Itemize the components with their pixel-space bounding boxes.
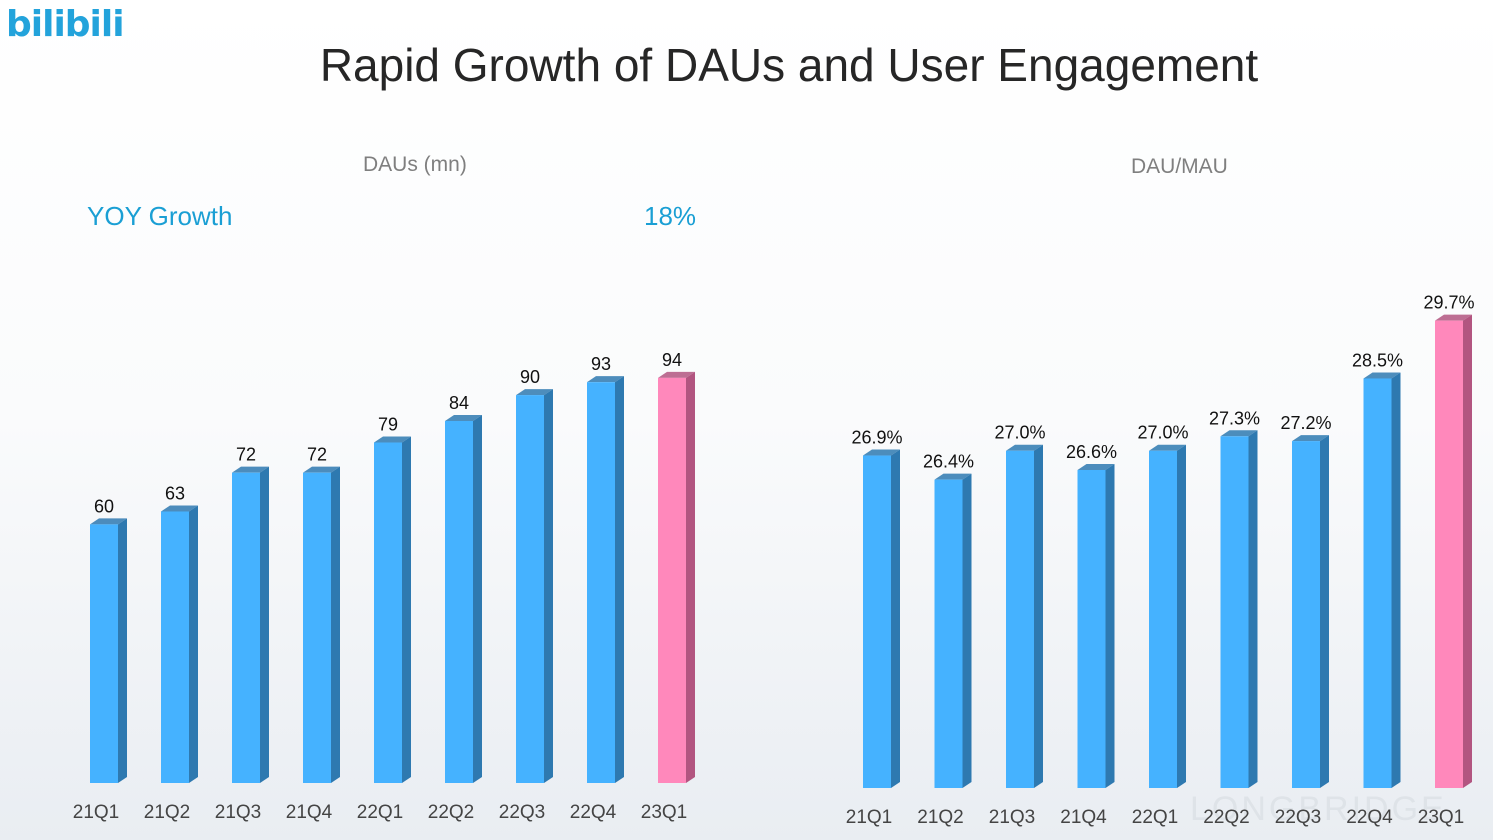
watermark: LONGBRIDGE [1190,790,1447,828]
bar-side [1391,372,1401,788]
bar-top [90,518,127,525]
bar [1435,320,1463,788]
data-label: 26.4% [923,452,974,472]
bar [1149,450,1177,788]
x-tick-label: 21Q4 [286,802,333,823]
bar-top [934,473,972,480]
bar-top [1292,435,1329,442]
data-label: 26.6% [1066,442,1117,462]
bar-top [1077,464,1115,470]
bar-top [516,389,553,396]
yoy-growth-value: 18% [644,201,697,231]
bar-top [1149,444,1186,451]
bar-side [118,518,127,783]
x-tick-label: 22Q4 [570,802,617,823]
bar-top [161,505,198,512]
bar-side [331,466,340,783]
x-tick-label: 22Q2 [1203,807,1249,828]
x-tick-label: 22Q1 [1132,807,1178,828]
x-tick-label: 21Q1 [846,807,892,828]
data-label: 28.5% [1352,350,1403,370]
bar [90,524,118,783]
x-tick-label: 21Q2 [917,807,963,828]
x-tick-label: 23Q1 [1418,807,1464,828]
bar-top [374,436,411,443]
data-label: 79 [378,415,398,435]
bar [161,511,189,783]
bar [1006,450,1034,788]
bar [934,479,963,788]
bar [587,382,615,783]
bar-top [445,414,482,421]
bar-top [303,466,340,473]
bar-side [1177,444,1186,788]
bar-side [615,376,624,783]
data-label: 27.0% [1137,423,1188,443]
data-label: 93 [591,354,611,374]
bar-side [544,389,553,783]
bilibili-logo: bilibili [6,4,125,45]
bar-side [1105,464,1115,788]
bar [1220,436,1249,788]
x-tick-label: 21Q1 [73,802,119,823]
bar-top [1435,314,1472,321]
data-label: 90 [520,367,540,387]
bar-side [260,466,269,783]
bar-top [658,371,695,378]
bar-top [1006,444,1043,451]
bar-side [1463,314,1472,788]
x-tick-label: 22Q3 [499,802,545,823]
x-tick-label: 22Q2 [428,802,474,823]
bar-top [1220,430,1258,437]
data-label: 72 [236,445,256,465]
data-label: 26.9% [851,428,902,448]
data-label: 84 [449,393,469,413]
bar-side [189,505,198,783]
yoy-growth-label: YOY Growth [87,201,233,231]
chart-title-daus: DAUs (mn) [363,153,467,176]
bar [516,395,544,783]
bar [232,472,260,783]
bar [445,420,473,783]
data-label: 63 [165,483,185,503]
bar [1292,441,1320,788]
data-label: 94 [662,350,682,370]
x-tick-label: 21Q3 [215,802,261,823]
bar [1077,470,1106,788]
bar-side [962,473,972,788]
x-tick-label: 21Q2 [144,802,190,823]
x-tick-label: 23Q1 [641,802,687,823]
bar-top [1363,372,1401,379]
page-title: Rapid Growth of DAUs and User Engagement [319,39,1259,91]
x-tick-label: 22Q4 [1346,807,1393,828]
data-label: 29.7% [1423,293,1474,313]
bar-side [891,449,900,788]
bar-top [863,449,900,456]
bar-side [402,436,411,783]
x-tick-label: 22Q1 [357,802,403,823]
chart-title-dau-mau: DAU/MAU [1131,155,1228,178]
data-label: 27.0% [994,423,1045,443]
bar [863,455,891,788]
bar [1363,378,1392,788]
bar-top [232,466,269,473]
data-label: 60 [94,496,114,516]
bar [374,442,402,783]
x-tick-label: 22Q3 [1275,807,1321,828]
x-tick-label: 21Q3 [989,807,1035,828]
bar-side [1034,444,1043,788]
bar-top [587,376,624,383]
bar-side [1248,430,1258,788]
data-label: 72 [307,445,327,465]
bar-side [473,414,482,783]
x-tick-label: 21Q4 [1060,807,1107,828]
data-label: 27.3% [1209,408,1260,428]
bar [303,472,331,783]
bar-side [1320,435,1329,788]
bar-side [686,371,695,783]
data-label: 27.2% [1280,413,1331,433]
bar [658,377,686,783]
